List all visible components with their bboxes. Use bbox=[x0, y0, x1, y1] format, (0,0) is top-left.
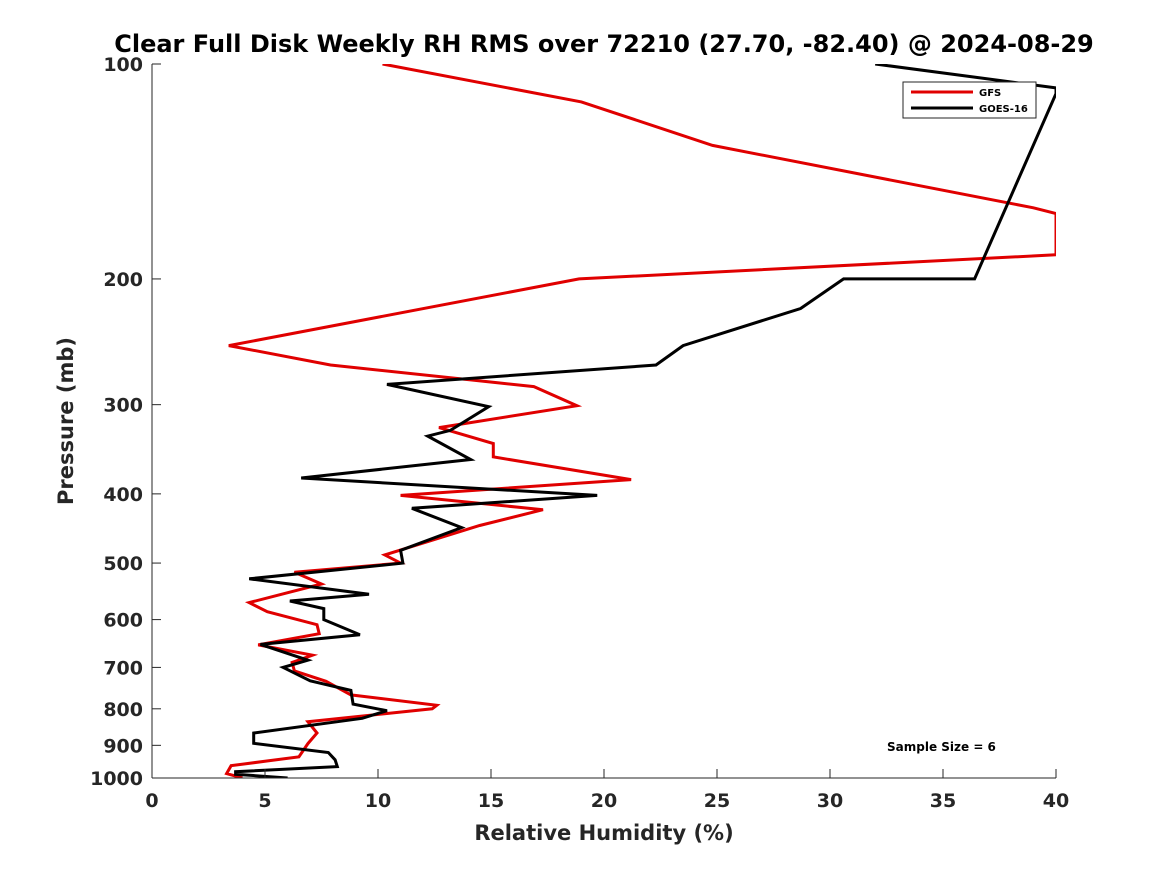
y-tick-label: 1000 bbox=[90, 768, 143, 790]
x-tick-label: 40 bbox=[1043, 790, 1069, 812]
y-tick-label: 100 bbox=[103, 54, 143, 76]
x-tick-label: 15 bbox=[478, 790, 504, 812]
x-tick-label: 20 bbox=[591, 790, 617, 812]
y-tick-label: 600 bbox=[103, 610, 143, 632]
x-axis-label: Relative Humidity (%) bbox=[474, 821, 733, 845]
plot-area: 0 5 10 15 20 25 30 35 40 100 200 300 400 500 600 700 80… bbox=[90, 54, 1069, 812]
x-tick-label: 25 bbox=[704, 790, 730, 812]
y-axis-label: Pressure (mb) bbox=[54, 337, 78, 505]
sample-size-annotation: Sample Size = 6 bbox=[887, 740, 996, 754]
x-tick-label: 10 bbox=[365, 790, 391, 812]
y-tick-label: 500 bbox=[103, 553, 143, 575]
legend-label-gfs: GFS bbox=[979, 88, 1001, 99]
y-tick-label: 900 bbox=[103, 735, 143, 757]
y-tick-label: 300 bbox=[103, 395, 143, 417]
x-tick-label: 35 bbox=[930, 790, 956, 812]
y-tick-label: 200 bbox=[103, 269, 143, 291]
x-ticks: 0 5 10 15 20 25 30 35 40 bbox=[145, 769, 1069, 812]
x-tick-label: 0 bbox=[145, 790, 158, 812]
y-tick-label: 400 bbox=[103, 484, 143, 506]
y-tick-label: 800 bbox=[103, 699, 143, 721]
x-tick-label: 30 bbox=[817, 790, 843, 812]
y-ticks: 100 200 300 400 500 600 700 800 900 1000 bbox=[90, 54, 161, 790]
series-line-gfs bbox=[224, 64, 1056, 778]
y-tick-label: 700 bbox=[103, 657, 143, 679]
chart-title: Clear Full Disk Weekly RH RMS over 72210… bbox=[114, 30, 1094, 58]
legend: GFS GOES-16 bbox=[902, 81, 1037, 119]
x-tick-label: 5 bbox=[258, 790, 271, 812]
series-line-goes16 bbox=[234, 64, 1056, 778]
legend-box bbox=[902, 81, 1037, 119]
series-layer bbox=[224, 64, 1056, 778]
legend-label-goes16: GOES-16 bbox=[979, 104, 1028, 115]
